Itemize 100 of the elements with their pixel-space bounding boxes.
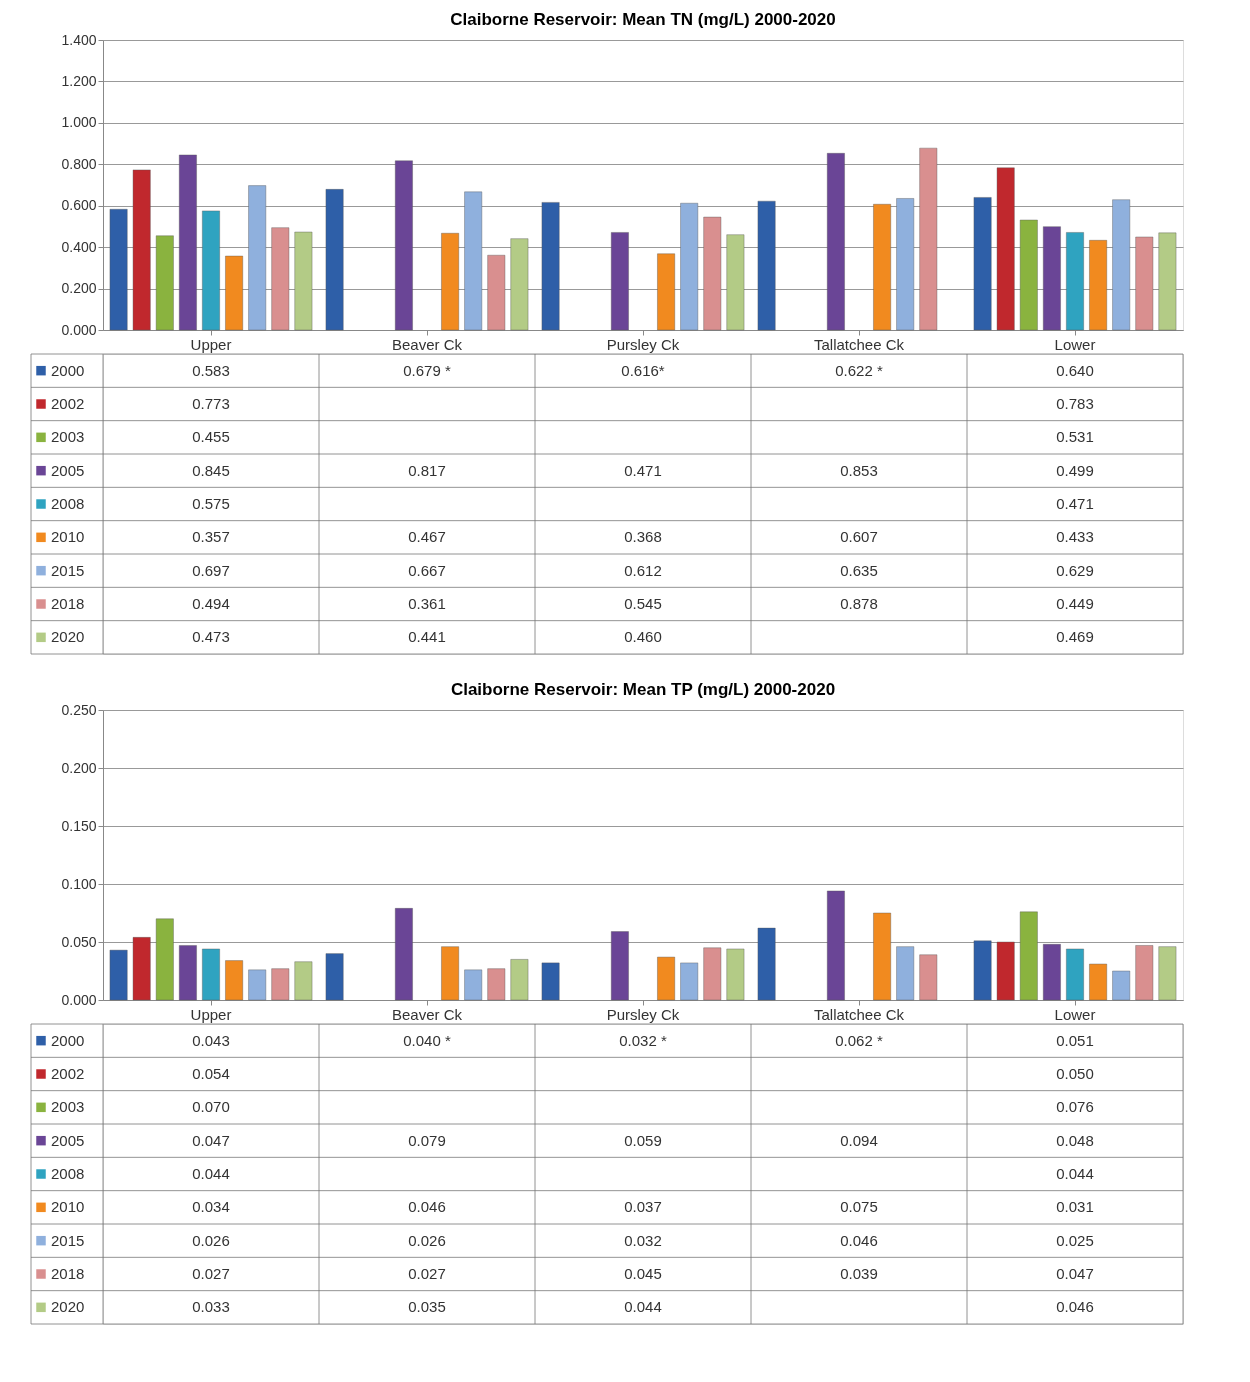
data-label: 0.575 xyxy=(192,495,230,512)
bar xyxy=(973,940,992,1001)
y-tick-label: 1.000 xyxy=(61,114,97,131)
y-tick-label: 0.200 xyxy=(61,280,97,297)
data-label: 0.494 xyxy=(192,595,230,612)
data-label: 0.469 xyxy=(1056,628,1094,646)
legend-label: 2018 xyxy=(51,595,85,612)
bar xyxy=(395,160,413,331)
bar xyxy=(179,945,197,1001)
data-label: 0.040 * xyxy=(403,1031,451,1049)
legend-label: 2020 xyxy=(51,1298,85,1316)
bar xyxy=(1066,948,1084,1001)
data-label: 0.783 xyxy=(1056,395,1094,412)
bar xyxy=(996,941,1015,1001)
bar xyxy=(1019,219,1038,331)
data-label: 0.616* xyxy=(621,361,665,379)
x-tick-label: Pursley Ck xyxy=(606,335,680,353)
data-label: 0.026 xyxy=(192,1231,230,1249)
legend-label: 2002 xyxy=(51,1065,85,1082)
data-label: 0.449 xyxy=(1056,595,1094,612)
bar xyxy=(726,948,745,1001)
data-label: 0.027 xyxy=(408,1265,446,1282)
bar xyxy=(325,189,344,331)
bar xyxy=(726,234,745,331)
data-label: 0.037 xyxy=(624,1198,662,1216)
legend-label: 2008 xyxy=(51,495,85,512)
legend-label: 2015 xyxy=(51,561,85,579)
bar xyxy=(487,968,506,1001)
data-label: 0.433 xyxy=(1056,528,1094,546)
legend-label: 2003 xyxy=(51,428,85,446)
data-label: 0.878 xyxy=(840,595,878,612)
bar xyxy=(1158,946,1177,1001)
bar xyxy=(132,937,151,1001)
data-label: 0.679 * xyxy=(403,361,451,379)
chart-title: Claiborne Reservoir: Mean TN (mg/L) 2000-2020 xyxy=(450,10,836,29)
bar xyxy=(294,231,313,331)
data-label: 0.455 xyxy=(192,428,230,446)
data-label: 0.629 xyxy=(1056,561,1094,579)
x-tick-label: Tallatchee Ck xyxy=(813,335,905,353)
data-label: 0.697 xyxy=(192,561,230,579)
bar xyxy=(541,202,560,331)
bar xyxy=(1043,226,1061,331)
y-tick-label: 0.050 xyxy=(61,933,97,950)
legend-label: 2005 xyxy=(51,461,85,479)
y-tick-label: 0.150 xyxy=(61,817,97,834)
legend-label: 2002 xyxy=(51,395,85,412)
data-label: 0.044 xyxy=(624,1298,662,1316)
data-label: 0.635 xyxy=(840,561,878,579)
data-label: 0.853 xyxy=(840,461,878,479)
data-label: 0.039 xyxy=(840,1265,878,1282)
data-label: 0.043 xyxy=(192,1031,230,1049)
data-label: 0.047 xyxy=(192,1131,230,1149)
data-label: 0.047 xyxy=(1056,1265,1094,1282)
legend-label: 2018 xyxy=(51,1265,85,1282)
data-label: 0.076 xyxy=(1056,1098,1094,1116)
data-label: 0.361 xyxy=(408,595,446,612)
data-label: 0.050 xyxy=(1056,1065,1094,1082)
y-tick-label: 0.400 xyxy=(61,238,97,255)
data-label: 0.033 xyxy=(192,1298,230,1316)
bar xyxy=(294,961,313,1001)
data-label: 0.046 xyxy=(840,1231,878,1249)
data-label: 0.044 xyxy=(1056,1165,1094,1182)
data-label: 0.607 xyxy=(840,528,878,546)
bar xyxy=(441,233,459,331)
x-tick-label: Pursley Ck xyxy=(606,1005,680,1023)
y-tick-label: 0.800 xyxy=(61,155,97,172)
bar xyxy=(325,953,344,1001)
bar xyxy=(464,191,483,331)
data-label: 0.531 xyxy=(1056,428,1094,446)
data-label: 0.027 xyxy=(192,1265,230,1282)
legend-label: 2008 xyxy=(51,1165,85,1182)
bar xyxy=(657,253,675,331)
data-label: 0.032 * xyxy=(619,1031,667,1049)
data-label: 0.054 xyxy=(192,1065,230,1082)
bar xyxy=(202,948,220,1001)
x-tick-label: Tallatchee Ck xyxy=(813,1005,905,1023)
x-tick-label: Lower xyxy=(1054,1005,1096,1023)
data-label: 0.622 * xyxy=(835,361,883,379)
data-label: 0.473 xyxy=(192,628,230,646)
data-label: 0.032 xyxy=(624,1231,662,1249)
bar xyxy=(1043,944,1061,1001)
x-tick-label: Upper xyxy=(190,335,232,353)
x-tick-label: Lower xyxy=(1054,335,1096,353)
bar xyxy=(510,959,529,1001)
data-label: 0.045 xyxy=(624,1265,662,1282)
bar xyxy=(271,227,290,331)
data-label: 0.025 xyxy=(1056,1231,1094,1249)
data-label: 0.026 xyxy=(408,1231,446,1249)
bar xyxy=(703,216,722,331)
bar xyxy=(155,918,174,1001)
y-tick-label: 0.200 xyxy=(61,759,97,776)
bar xyxy=(873,912,891,1001)
bar xyxy=(827,153,845,331)
x-tick-label: Beaver Ck xyxy=(391,335,463,353)
bar xyxy=(464,969,483,1001)
bar xyxy=(919,954,938,1001)
data-label: 0.817 xyxy=(408,461,446,479)
bar xyxy=(1066,232,1084,331)
bar xyxy=(973,197,992,331)
bar xyxy=(225,960,243,1001)
